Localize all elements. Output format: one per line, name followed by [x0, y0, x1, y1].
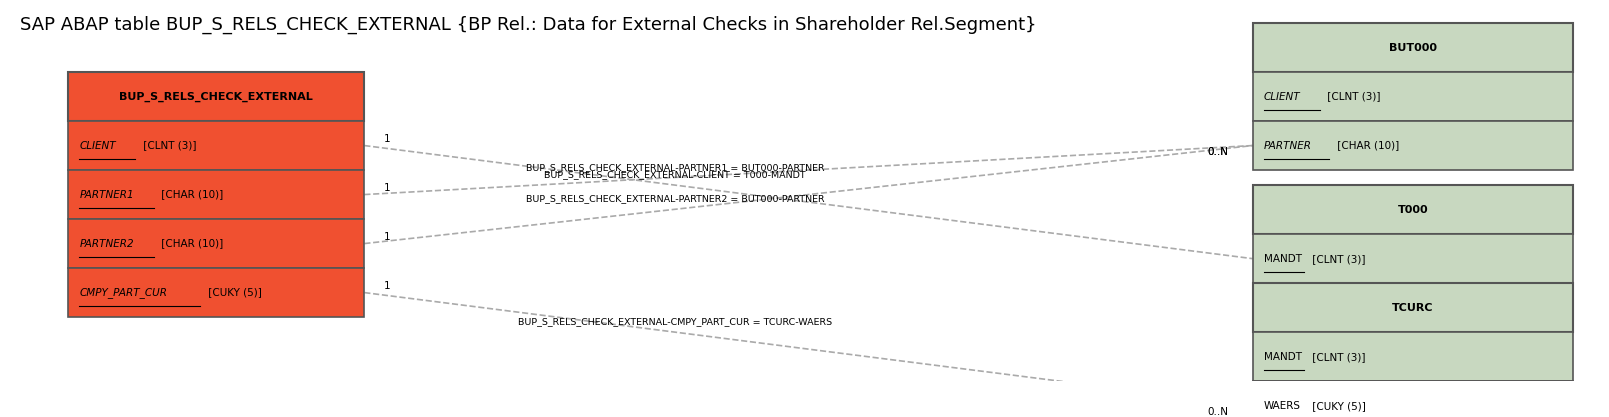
Text: WAERS: WAERS	[1265, 401, 1302, 411]
Text: CLIENT: CLIENT	[79, 141, 116, 151]
Text: 0..N: 0..N	[1208, 147, 1229, 157]
Bar	[68, 268, 364, 317]
Text: PARTNER1: PARTNER1	[79, 190, 134, 200]
Text: SAP ABAP table BUP_S_RELS_CHECK_EXTERNAL {BP Rel.: Data for External Checks in S: SAP ABAP table BUP_S_RELS_CHECK_EXTERNAL…	[21, 15, 1036, 34]
Text: BUP_S_RELS_CHECK_EXTERNAL: BUP_S_RELS_CHECK_EXTERNAL	[119, 91, 314, 102]
Bar	[68, 219, 364, 268]
Bar	[1253, 23, 1574, 72]
Text: [CHAR (10)]: [CHAR (10)]	[158, 190, 224, 200]
Text: 1: 1	[383, 134, 389, 144]
Text: 0..N: 0..N	[1208, 407, 1229, 417]
Text: CMPY_PART_CUR: CMPY_PART_CUR	[79, 287, 167, 298]
Text: MANDT: MANDT	[1265, 254, 1302, 264]
Text: [CLNT (3)]: [CLNT (3)]	[1308, 254, 1364, 264]
Bar	[1253, 72, 1574, 121]
Text: [CHAR (10)]: [CHAR (10)]	[1334, 141, 1398, 151]
Text: PARTNER: PARTNER	[1265, 141, 1311, 151]
Bar	[1253, 234, 1574, 283]
Text: [CLNT (3)]: [CLNT (3)]	[1308, 352, 1364, 362]
Text: 0..N: 0..N	[1208, 147, 1229, 157]
Text: TCURC: TCURC	[1392, 303, 1434, 313]
Bar	[1253, 381, 1574, 417]
Bar	[1253, 283, 1574, 332]
Bar	[68, 170, 364, 219]
Text: T000: T000	[1398, 205, 1429, 215]
Text: CLIENT: CLIENT	[1265, 92, 1300, 101]
Text: 1: 1	[383, 232, 389, 242]
Bar	[68, 121, 364, 170]
Text: [CUKY (5)]: [CUKY (5)]	[204, 288, 262, 298]
Text: PARTNER2: PARTNER2	[79, 239, 134, 249]
Bar	[1253, 332, 1574, 381]
Text: BUP_S_RELS_CHECK_EXTERNAL-PARTNER2 = BUT000-PARTNER: BUP_S_RELS_CHECK_EXTERNAL-PARTNER2 = BUT…	[526, 195, 824, 203]
Text: BUP_S_RELS_CHECK_EXTERNAL-CLIENT = T000-MANDT: BUP_S_RELS_CHECK_EXTERNAL-CLIENT = T000-…	[544, 171, 806, 179]
Text: BUP_S_RELS_CHECK_EXTERNAL-CMPY_PART_CUR = TCURC-WAERS: BUP_S_RELS_CHECK_EXTERNAL-CMPY_PART_CUR …	[518, 317, 832, 327]
Bar	[1253, 121, 1574, 170]
Text: 1: 1	[383, 281, 389, 291]
Text: BUP_S_RELS_CHECK_EXTERNAL-PARTNER1 = BUT000-PARTNER: BUP_S_RELS_CHECK_EXTERNAL-PARTNER1 = BUT…	[526, 163, 824, 172]
Bar	[68, 72, 364, 121]
Text: [CLNT (3)]: [CLNT (3)]	[1324, 92, 1381, 101]
Text: [CHAR (10)]: [CHAR (10)]	[158, 239, 224, 249]
Text: MANDT: MANDT	[1265, 352, 1302, 362]
Text: 1: 1	[383, 183, 389, 193]
Text: [CLNT (3)]: [CLNT (3)]	[140, 141, 196, 151]
Text: [CUKY (5)]: [CUKY (5)]	[1308, 401, 1366, 411]
Bar	[1253, 185, 1574, 234]
Text: BUT000: BUT000	[1389, 43, 1437, 53]
